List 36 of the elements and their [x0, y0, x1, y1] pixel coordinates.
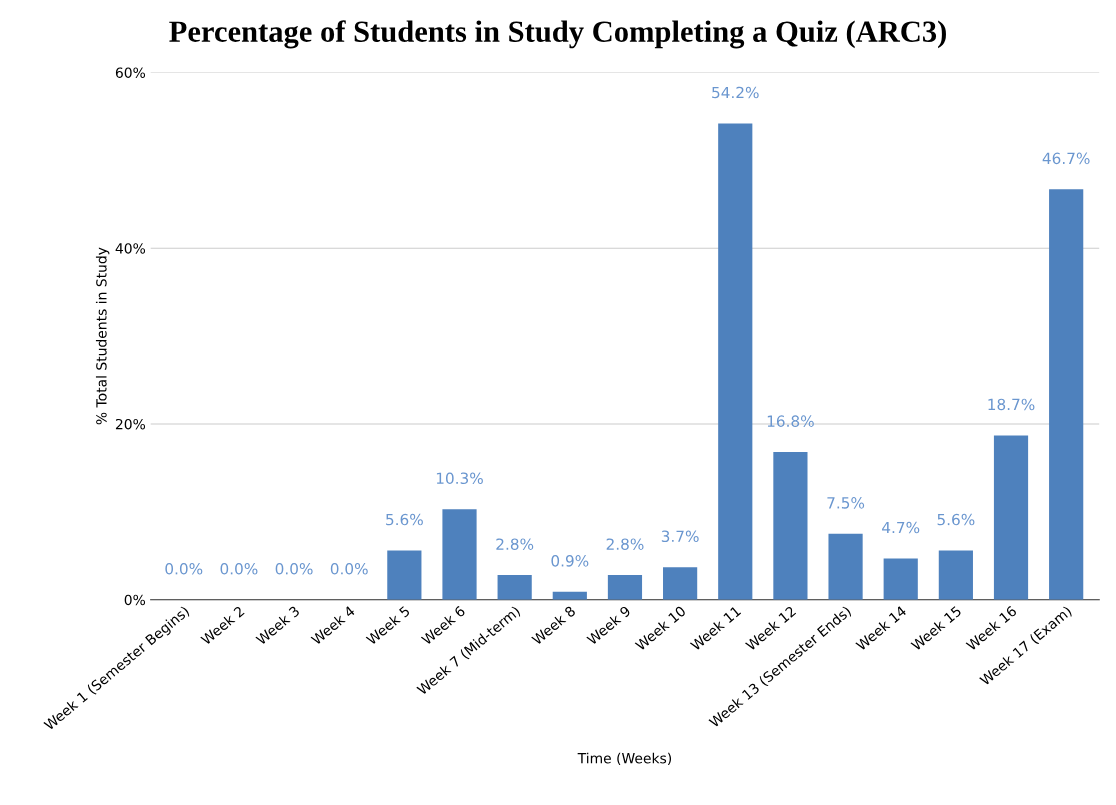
data-label: 0.0% [220, 562, 258, 575]
bar [828, 533, 863, 600]
chart-title: Percentage of Students in Study Completing a Quiz (ARC3) [169, 20, 946, 49]
y-tick-label: 60% [115, 67, 146, 78]
bar [607, 575, 643, 600]
x-axis-title: Time (Weeks) [577, 752, 672, 766]
bar [773, 452, 808, 600]
bar [1049, 189, 1084, 600]
data-label: 2.8% [496, 538, 534, 550]
y-tick-label: 20% [115, 418, 146, 430]
data-label: 0.9% [551, 555, 589, 567]
data-label: 2.8% [606, 538, 644, 550]
y-tick-label: 40% [115, 243, 146, 254]
bar [442, 509, 477, 600]
data-label: 0.0% [330, 562, 368, 575]
bar [993, 435, 1029, 600]
data-label: 54.2% [712, 86, 759, 99]
bar [387, 550, 422, 600]
data-label: 46.7% [1042, 152, 1090, 165]
bar [663, 567, 698, 600]
data-label: 4.7% [882, 521, 920, 534]
data-label: 0.0% [275, 562, 313, 575]
y-tick-label: 0% [124, 594, 146, 606]
data-label: 18.7% [988, 398, 1035, 411]
data-label: 3.7% [661, 530, 699, 543]
bar [497, 575, 532, 600]
data-label: 5.6% [937, 513, 975, 526]
bar [938, 550, 973, 600]
data-label: 5.6% [386, 513, 423, 526]
y-axis-title: % Total Students in Study [95, 247, 110, 425]
bar [718, 123, 753, 600]
data-label: 16.8% [767, 415, 814, 427]
data-label: 10.3% [436, 472, 483, 485]
bar [883, 558, 918, 600]
data-label: 7.5% [827, 497, 865, 509]
data-label: 0.0% [165, 562, 203, 575]
